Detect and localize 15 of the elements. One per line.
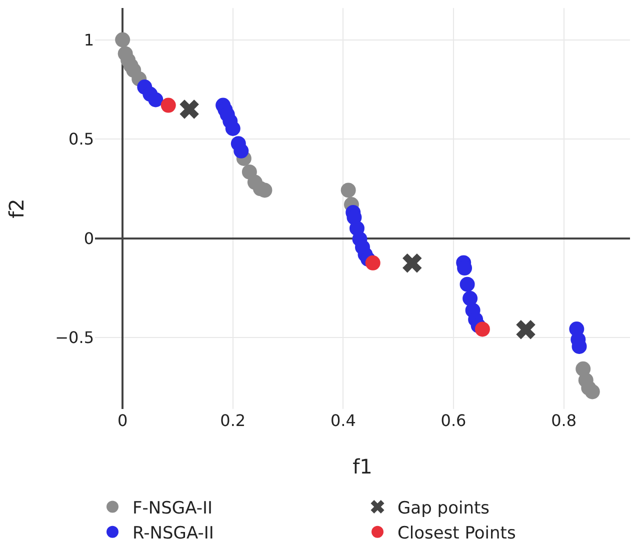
- x-tick-label: 0: [117, 411, 128, 430]
- y-tick-label: 0: [84, 228, 94, 248]
- y-tick-label: 0.5: [68, 130, 94, 149]
- x-tick-label: 0.8: [551, 411, 577, 430]
- x-tick-label: 0.4: [330, 411, 356, 430]
- legend-label: Gap points: [398, 498, 490, 518]
- x-tick-label: 0.2: [220, 411, 246, 430]
- x-axis-title: f1: [352, 454, 372, 478]
- legend-label: R-NSGA-II: [132, 523, 214, 544]
- y-tick-label: 1: [84, 30, 94, 50]
- y-tick-label: −0.5: [55, 328, 94, 348]
- legend-label: F-NSGA-II: [132, 498, 213, 518]
- legend-label: Closest Points: [398, 523, 516, 544]
- x-tick-label: 0.6: [440, 411, 466, 430]
- y-axis-title: f2: [4, 198, 29, 218]
